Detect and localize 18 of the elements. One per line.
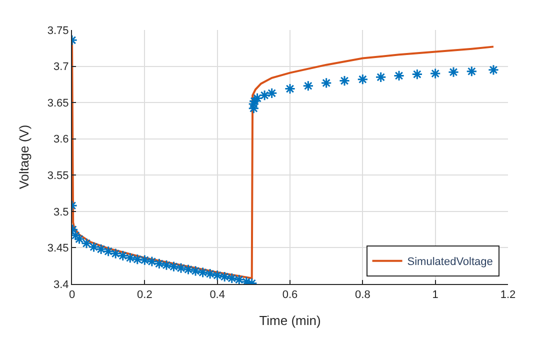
- y-axis-title: Voltage (V): [16, 124, 32, 190]
- x-tick-label: 0.6: [282, 289, 298, 302]
- x-tick-label: 0.8: [355, 289, 370, 302]
- y-tick-label: 3.45: [47, 242, 69, 255]
- x-axis-title: Time (min): [259, 312, 321, 328]
- x-tick-label: 0.2: [137, 289, 152, 302]
- y-tick-label: 3.55: [47, 170, 69, 182]
- y-tick-label: 3.7: [54, 61, 69, 74]
- legend-label: SimulatedVoltage: [407, 256, 493, 268]
- x-tick-label: 0: [68, 289, 76, 302]
- y-tick-label: 3.6: [54, 134, 69, 146]
- y-tick-label: 3.4: [54, 278, 69, 291]
- x-tick-label: 1.2: [500, 289, 516, 302]
- y-tick-label: 3.5: [54, 206, 69, 218]
- y-tick-label: 3.65: [47, 97, 69, 110]
- x-tick-label: 0.4: [210, 289, 225, 302]
- y-tick-label: 3.75: [47, 24, 69, 37]
- x-tick-label: 1: [432, 289, 438, 302]
